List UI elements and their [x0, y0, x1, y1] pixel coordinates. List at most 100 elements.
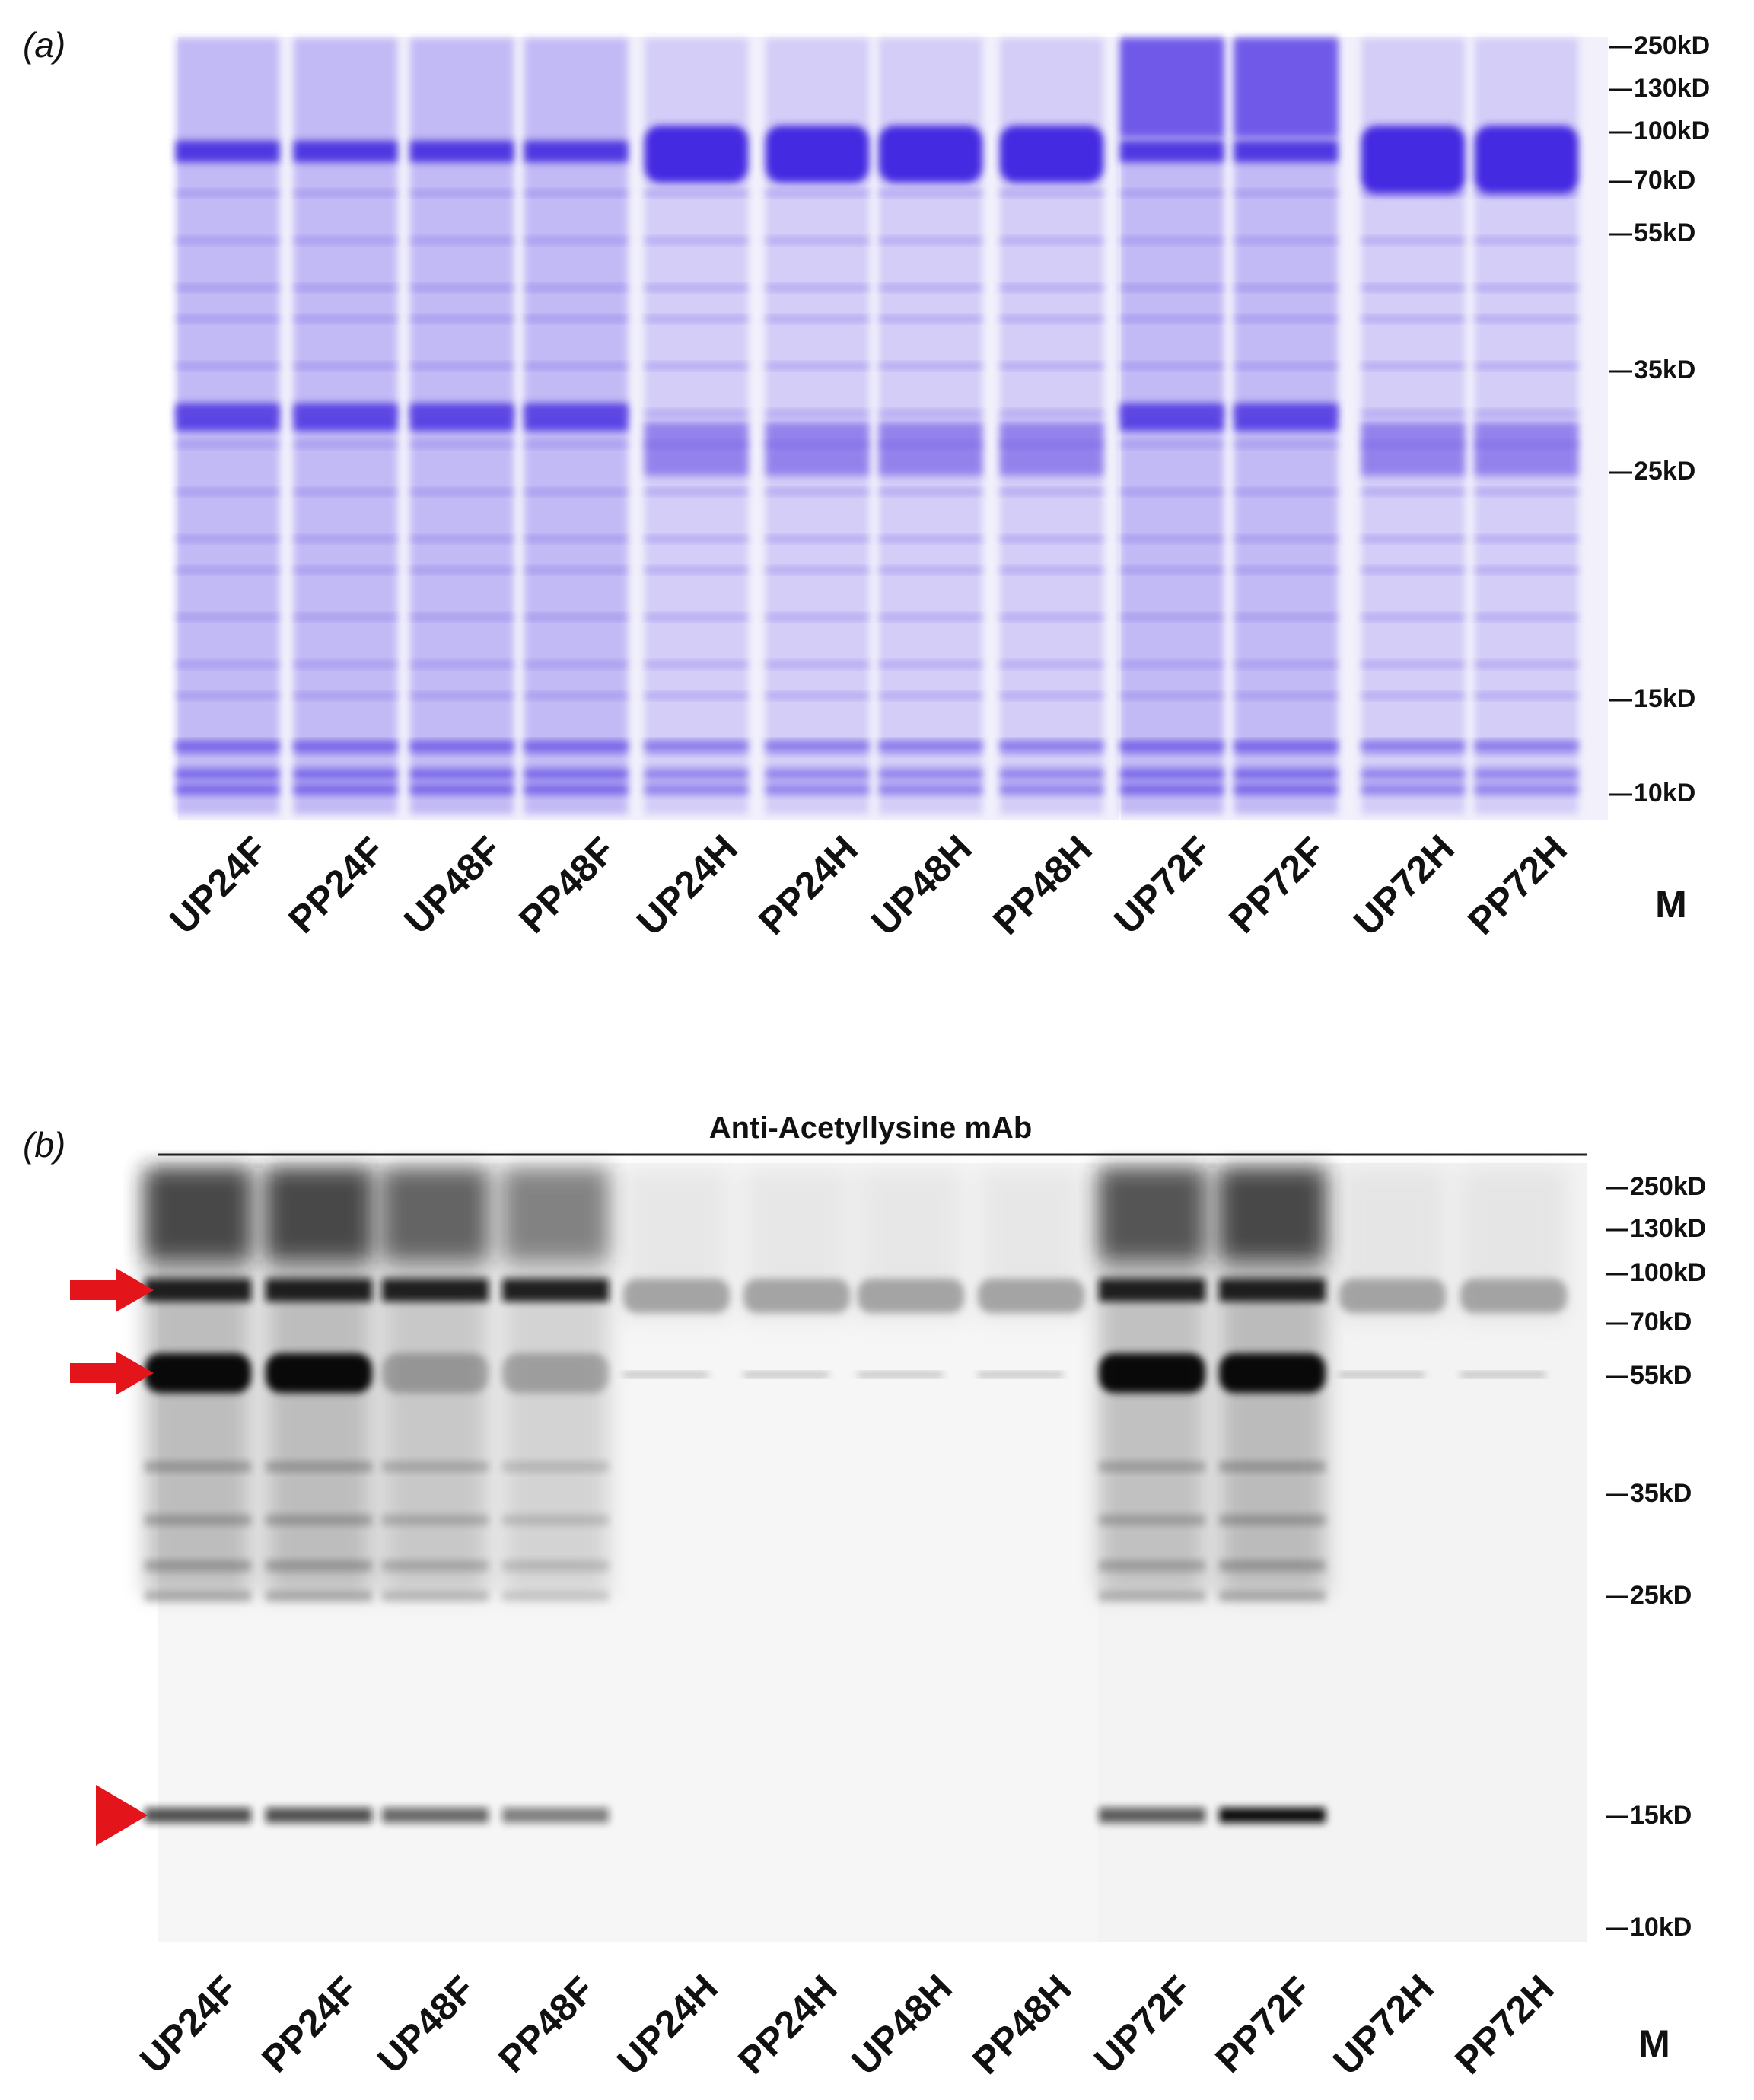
minor-band — [524, 661, 628, 668]
band — [743, 1372, 829, 1377]
lane-label: UP72F — [1086, 1968, 1200, 2082]
minor-band — [524, 363, 628, 369]
minor-band — [1234, 614, 1338, 620]
minor-band — [1475, 285, 1578, 291]
band — [1099, 1353, 1205, 1393]
marker-label: 100kD — [1630, 1258, 1706, 1287]
minor-band — [176, 410, 279, 416]
minor-band — [766, 614, 869, 620]
band — [623, 1279, 730, 1313]
minor-band — [1361, 614, 1465, 620]
band — [743, 1279, 850, 1313]
minor-band — [294, 410, 397, 416]
minor-band — [176, 316, 279, 322]
minor-band — [766, 190, 869, 196]
minor-band — [879, 614, 982, 620]
minor-band — [145, 1591, 251, 1601]
minor-band — [145, 1560, 251, 1571]
band — [382, 1279, 489, 1302]
band — [294, 141, 397, 162]
minor-band — [382, 1591, 489, 1601]
lane-label: PP48F — [490, 1968, 603, 2081]
band — [176, 141, 279, 162]
band — [645, 422, 748, 476]
low-band — [524, 742, 628, 753]
lane-label: PP48F — [511, 829, 623, 942]
minor-band — [1120, 237, 1224, 244]
minor-band — [766, 410, 869, 416]
band — [978, 1372, 1063, 1377]
minor-band — [1219, 1591, 1326, 1601]
low-band — [1475, 769, 1578, 779]
minor-band — [1099, 1515, 1205, 1525]
minor-band — [410, 614, 514, 620]
band — [1099, 1808, 1205, 1823]
band — [145, 1279, 251, 1302]
low-band — [879, 769, 982, 779]
minor-band — [1234, 693, 1338, 699]
minor-band — [879, 363, 982, 369]
minor-band — [645, 614, 748, 620]
minor-band — [176, 285, 279, 291]
minor-band — [1000, 693, 1103, 699]
minor-band — [1234, 536, 1338, 542]
minor-band — [1000, 614, 1103, 620]
minor-band — [1475, 190, 1578, 196]
minor-band — [879, 285, 982, 291]
lane-label: PP72F — [1207, 1968, 1319, 2081]
marker-lane-label: M — [1655, 883, 1687, 926]
minor-band — [1361, 316, 1465, 322]
lane-label: UP24F — [132, 1968, 246, 2082]
minor-band — [645, 316, 748, 322]
band — [1120, 403, 1224, 431]
minor-band — [266, 1560, 372, 1571]
minor-band — [879, 536, 982, 542]
minor-band — [1000, 441, 1103, 448]
blot-title: Anti-Acetyllysine mAb — [709, 1111, 1033, 1145]
minor-band — [1361, 489, 1465, 495]
lane-label: UP48F — [369, 1968, 483, 2082]
minor-band — [524, 285, 628, 291]
low-band — [410, 784, 514, 795]
minor-band — [410, 693, 514, 699]
band — [1219, 1279, 1326, 1302]
low-band — [766, 769, 869, 779]
minor-band — [294, 441, 397, 448]
low-band — [645, 742, 748, 753]
minor-band — [879, 316, 982, 322]
band — [1000, 126, 1103, 183]
marker-label: 250kD — [1630, 1172, 1706, 1201]
minor-band — [1120, 316, 1224, 322]
minor-band — [645, 363, 748, 369]
minor-band — [645, 536, 748, 542]
minor-band — [410, 410, 514, 416]
minor-band — [879, 237, 982, 244]
minor-band — [879, 567, 982, 573]
minor-band — [524, 441, 628, 448]
minor-band — [410, 237, 514, 244]
minor-band — [382, 1461, 489, 1472]
minor-band — [176, 614, 279, 620]
minor-band — [410, 489, 514, 495]
marker-label: 55kD — [1634, 218, 1695, 247]
low-band — [1234, 784, 1338, 795]
well-smear — [1120, 38, 1224, 137]
band — [1099, 1279, 1205, 1302]
low-band — [410, 769, 514, 779]
lane-label: UP72H — [1345, 827, 1463, 944]
minor-band — [1361, 237, 1465, 244]
band — [145, 1808, 251, 1823]
minor-band — [766, 567, 869, 573]
minor-band — [1234, 363, 1338, 369]
band — [858, 1372, 943, 1377]
marker-lane-label: M — [1638, 2022, 1670, 2065]
band — [382, 1808, 489, 1823]
minor-band — [294, 614, 397, 620]
minor-band — [1475, 536, 1578, 542]
low-band — [1000, 742, 1103, 753]
lane-label: UP48F — [396, 828, 510, 942]
minor-band — [1120, 567, 1224, 573]
minor-band — [879, 693, 982, 699]
band — [1460, 1279, 1567, 1313]
minor-band — [879, 661, 982, 668]
